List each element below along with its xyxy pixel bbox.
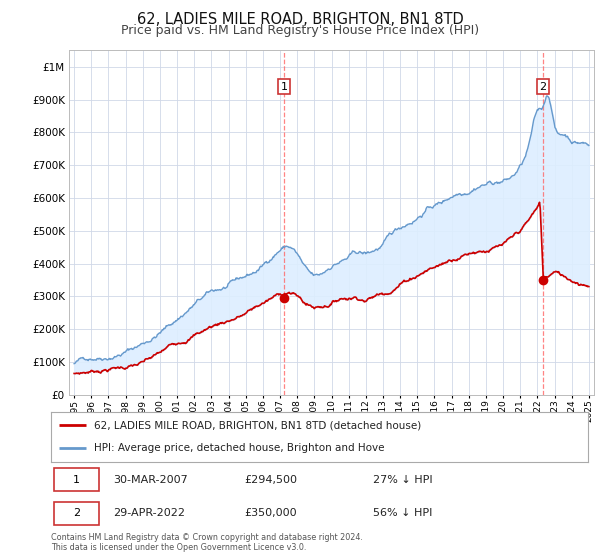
Text: 1: 1: [280, 82, 287, 92]
Text: £294,500: £294,500: [244, 475, 298, 484]
Text: 30-MAR-2007: 30-MAR-2007: [113, 475, 188, 484]
Text: 2: 2: [539, 82, 547, 92]
FancyBboxPatch shape: [53, 502, 100, 525]
Text: 62, LADIES MILE ROAD, BRIGHTON, BN1 8TD (detached house): 62, LADIES MILE ROAD, BRIGHTON, BN1 8TD …: [94, 420, 421, 430]
Text: 56% ↓ HPI: 56% ↓ HPI: [373, 508, 433, 518]
FancyBboxPatch shape: [53, 468, 100, 491]
Text: Price paid vs. HM Land Registry's House Price Index (HPI): Price paid vs. HM Land Registry's House …: [121, 24, 479, 37]
Text: This data is licensed under the Open Government Licence v3.0.: This data is licensed under the Open Gov…: [51, 543, 307, 552]
Text: Contains HM Land Registry data © Crown copyright and database right 2024.: Contains HM Land Registry data © Crown c…: [51, 533, 363, 542]
Text: £350,000: £350,000: [244, 508, 297, 518]
Text: HPI: Average price, detached house, Brighton and Hove: HPI: Average price, detached house, Brig…: [94, 444, 385, 454]
Text: 27% ↓ HPI: 27% ↓ HPI: [373, 475, 433, 484]
Text: 1: 1: [73, 475, 80, 484]
Text: 2: 2: [73, 508, 80, 518]
Text: 29-APR-2022: 29-APR-2022: [113, 508, 185, 518]
Text: 62, LADIES MILE ROAD, BRIGHTON, BN1 8TD: 62, LADIES MILE ROAD, BRIGHTON, BN1 8TD: [137, 12, 463, 27]
